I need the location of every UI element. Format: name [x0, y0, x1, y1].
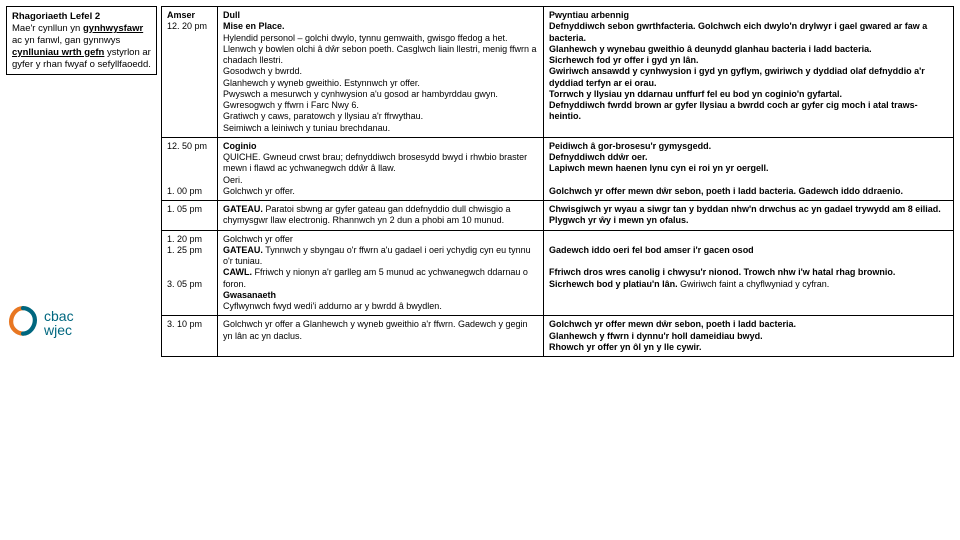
main-table: Amser 12. 20 pm Dull Mise en Place. Hyle…: [161, 6, 954, 357]
logo: cbacwjec: [6, 303, 157, 337]
table-row: Amser 12. 20 pm Dull Mise en Place. Hyle…: [162, 7, 954, 138]
ov-u2: cynlluniau wrth gefn: [12, 47, 104, 58]
left-column: Rhagoriaeth Lefel 2 Mae'r cynllun yn gyn…: [6, 6, 161, 357]
overview-title: Rhagoriaeth Lefel 2: [12, 11, 100, 22]
ov-mid: ac yn fanwl, gan gynnwys: [12, 35, 120, 46]
amser-cell: Amser 12. 20 pm: [162, 7, 218, 138]
cbac-wjec-icon: [6, 303, 40, 337]
ov-u1: gynhwysfawr: [83, 23, 143, 34]
table-row: 12. 50 pm 1. 00 pm Coginio QUICHE. Gwneu…: [162, 137, 954, 200]
ov-pre: Mae'r cynllun yn: [12, 23, 83, 34]
dull-cell: Dull Mise en Place. Hylendid personol – …: [218, 7, 544, 138]
overview-box: Rhagoriaeth Lefel 2 Mae'r cynllun yn gyn…: [6, 6, 157, 75]
table-row: 1. 05 pm GATEAU. Paratoi sbwng ar gyfer …: [162, 201, 954, 231]
table-row: 1. 20 pm 1. 25 pm 3. 05 pm Golchwch yr o…: [162, 230, 954, 316]
pwynt-cell: Pwyntiau arbennig Defnyddiwch sebon gwrt…: [544, 7, 954, 138]
table-row: 3. 10 pm Golchwch yr offer a Glanhewch y…: [162, 316, 954, 357]
logo-text: cbacwjec: [44, 309, 74, 337]
